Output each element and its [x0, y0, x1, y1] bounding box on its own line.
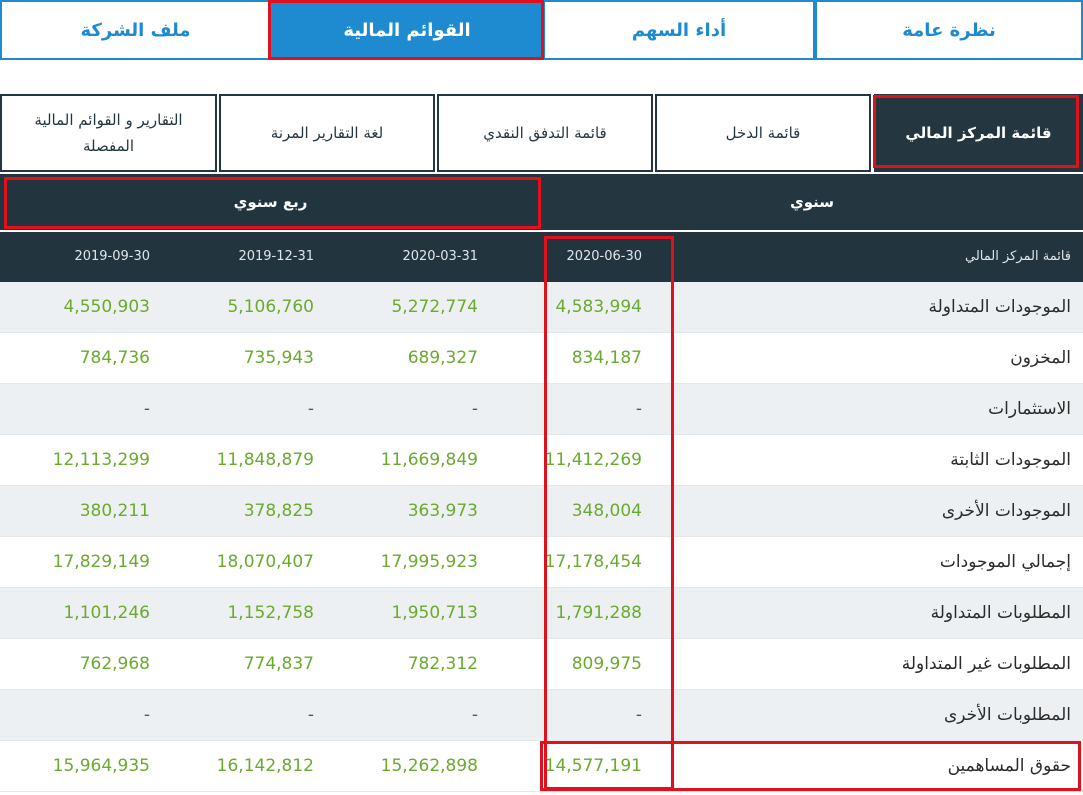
row-label: المخزون [1010, 348, 1071, 368]
row-label: المطلوبات المتداولة [930, 603, 1071, 623]
row-value: 12,113,299 [52, 450, 150, 470]
row-value: 5,272,774 [391, 297, 478, 317]
row-label: المطلوبات غير المتداولة [901, 654, 1071, 674]
row-value: 1,950,713 [391, 603, 478, 623]
table-header: قائمة المركز المالي 2020-06-30 2020-03-3… [0, 232, 1083, 282]
row-value: 784,736 [79, 348, 150, 368]
row-value: 348,004 [571, 501, 642, 521]
row-value: 380,211 [79, 501, 150, 521]
row-value: 809,975 [571, 654, 642, 674]
row-value: 782,312 [407, 654, 478, 674]
row-label: الموجودات الثابتة [950, 450, 1071, 470]
table-row: المخزون 834,187 689,327 735,943 784,736 [0, 333, 1083, 384]
subtab-balance-sheet[interactable]: قائمة المركز المالي [874, 94, 1083, 172]
tab-overview[interactable]: نظرة عامة [815, 0, 1083, 60]
column-date-2: 2020-03-31 [402, 249, 478, 264]
row-value: 18,070,407 [216, 552, 314, 572]
row-value: - [143, 399, 150, 419]
row-label: إجمالي الموجودات [939, 552, 1071, 572]
row-value: 16,142,812 [216, 756, 314, 776]
table-row: الاستثمارات - - - - [0, 384, 1083, 435]
row-value: 17,178,454 [544, 552, 642, 572]
row-label: المطلوبات الأخرى [943, 705, 1071, 725]
row-value: 5,106,760 [227, 297, 314, 317]
row-value: 762,968 [79, 654, 150, 674]
row-value: 11,848,879 [216, 450, 314, 470]
row-value: 1,152,758 [227, 603, 314, 623]
row-value: - [307, 399, 314, 419]
row-value: 11,412,269 [544, 450, 642, 470]
table-row: الموجودات المتداولة 4,583,994 5,272,774 … [0, 282, 1083, 333]
row-value: 378,825 [243, 501, 314, 521]
row-label: الاستثمارات [988, 399, 1071, 419]
row-label: الموجودات المتداولة [928, 297, 1071, 317]
row-value: 15,964,935 [52, 756, 150, 776]
tab-company-profile[interactable]: ملف الشركة [0, 0, 271, 60]
tab-stock-performance[interactable]: أداء السهم [543, 0, 815, 60]
row-value: - [471, 705, 478, 725]
table-row: المطلوبات غير المتداولة 809,975 782,312 … [0, 639, 1083, 690]
table-header-label: قائمة المركز المالي [964, 249, 1071, 264]
subtab-detailed-reports-line2: المفصلة [82, 137, 134, 155]
row-value: - [307, 705, 314, 725]
row-value: 689,327 [407, 348, 478, 368]
table-row: المطلوبات المتداولة 1,791,288 1,950,713 … [0, 588, 1083, 639]
table-row: المطلوبات الأخرى - - - - [0, 690, 1083, 741]
row-value: - [471, 399, 478, 419]
row-value: - [635, 705, 642, 725]
row-value: 735,943 [243, 348, 314, 368]
row-value: 834,187 [571, 348, 642, 368]
period-quarterly-button[interactable]: ربع سنوي [0, 174, 541, 230]
subtab-cash-flow[interactable]: قائمة التدفق النقدي [437, 94, 653, 172]
table-row: حقوق المساهمين 14,577,191 15,262,898 16,… [0, 741, 1083, 792]
tab-financial-statements[interactable]: القوائم المالية [271, 0, 543, 60]
subtab-detailed-reports-line1: التقارير و القوائم المالية [34, 111, 183, 129]
subtab-detailed-reports[interactable]: التقارير و القوائم المالية المفصلة [0, 94, 217, 172]
row-value: 17,995,923 [380, 552, 478, 572]
row-value: 14,577,191 [544, 756, 642, 776]
subtab-xbrl[interactable]: لغة التقارير المرنة [219, 94, 435, 172]
row-value: - [635, 399, 642, 419]
subtab-income-statement[interactable]: قائمة الدخل [655, 94, 871, 172]
row-value: 774,837 [243, 654, 314, 674]
row-value: 11,669,849 [380, 450, 478, 470]
row-value: 1,791,288 [555, 603, 642, 623]
column-date-1: 2020-06-30 [566, 249, 642, 264]
row-value: - [143, 705, 150, 725]
row-label: حقوق المساهمين [947, 756, 1071, 776]
row-value: 363,973 [407, 501, 478, 521]
table-row: إجمالي الموجودات 17,178,454 17,995,923 1… [0, 537, 1083, 588]
main-tabs: نظرة عامة أداء السهم القوائم المالية ملف… [0, 0, 1083, 60]
period-annual-button[interactable]: سنوي [541, 174, 1083, 230]
row-value: 17,829,149 [52, 552, 150, 572]
row-value: 4,550,903 [63, 297, 150, 317]
row-value: 1,101,246 [63, 603, 150, 623]
column-date-4: 2019-09-30 [74, 249, 150, 264]
row-label: الموجودات الأخرى [941, 501, 1071, 521]
row-value: 15,262,898 [380, 756, 478, 776]
table-row: الموجودات الأخرى 348,004 363,973 378,825… [0, 486, 1083, 537]
table-row: الموجودات الثابتة 11,412,269 11,669,849 … [0, 435, 1083, 486]
column-date-3: 2019-12-31 [238, 249, 314, 264]
row-value: 4,583,994 [555, 297, 642, 317]
